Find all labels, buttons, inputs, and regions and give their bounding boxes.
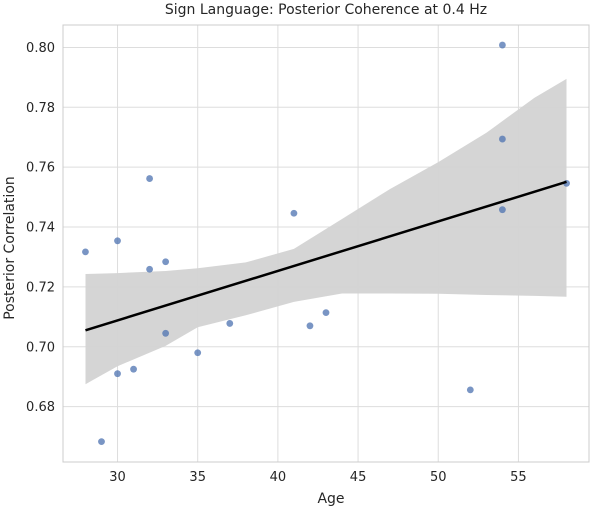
data-point (82, 248, 89, 256)
data-point (499, 135, 506, 143)
x-tick-label: 35 (189, 470, 206, 485)
data-point (114, 370, 121, 378)
y-tick-label: 0.76 (26, 161, 55, 176)
plot-frame (62, 24, 590, 463)
x-axis-label: Age (317, 491, 344, 507)
data-point (226, 320, 234, 327)
x-tick-labels: 30 35 40 45 50 55 (109, 470, 526, 485)
data-point (322, 309, 330, 317)
x-tick-label: 50 (430, 470, 447, 485)
data-point (466, 386, 474, 394)
y-tick-label: 0.74 (26, 221, 55, 236)
data-point (194, 349, 202, 357)
x-tick-label: 30 (109, 470, 126, 485)
data-point (146, 265, 153, 273)
data-point (162, 329, 170, 337)
confidence-band (85, 78, 567, 385)
x-tick-label: 40 (270, 470, 287, 485)
data-point (114, 237, 121, 245)
data-point (130, 365, 137, 373)
data-point (290, 209, 298, 217)
data-point (499, 41, 506, 49)
regression-line (85, 180, 567, 332)
y-tick-label: 0.68 (26, 400, 55, 415)
data-point (146, 175, 153, 182)
y-tick-label: 0.78 (26, 101, 55, 116)
y-axis-label: Posterior Correlation (2, 176, 18, 320)
y-tick-label: 0.72 (26, 280, 55, 295)
data-point (162, 258, 170, 266)
data-point (499, 206, 506, 214)
data-point (306, 322, 314, 330)
x-tick-label: 55 (510, 470, 527, 485)
data-points (82, 41, 570, 446)
y-tick-label: 0.70 (26, 340, 55, 355)
x-tick-label: 45 (350, 470, 367, 485)
data-point (98, 438, 105, 446)
y-tick-labels: 0.68 0.70 0.72 0.74 0.76 0.78 0.80 (26, 41, 55, 415)
chart-title: Sign Language: Posterior Coherence at 0.… (165, 2, 487, 18)
y-tick-label: 0.80 (26, 41, 55, 56)
